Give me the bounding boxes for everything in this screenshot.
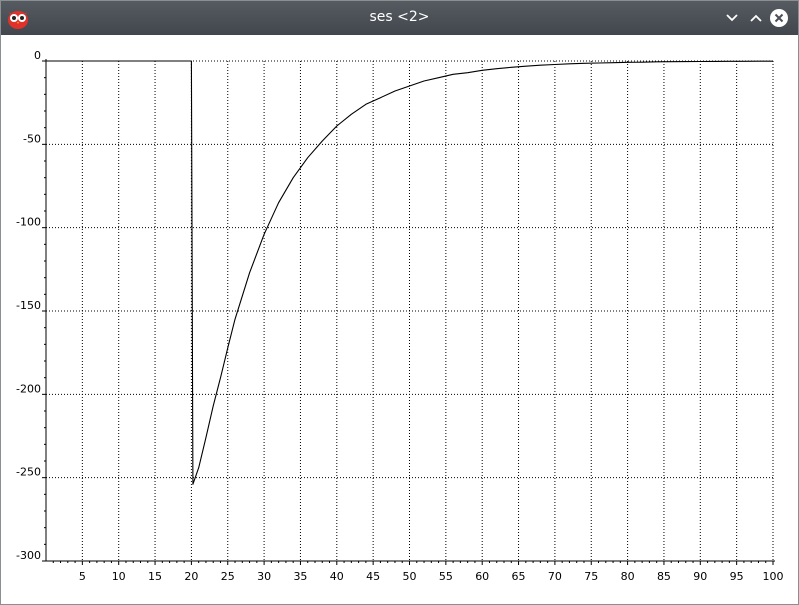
- tick-labels: 5 10 15 20 25 30 35 40 45 50 55 60 65 70 75 80 85 90 95 100…: [16, 49, 783, 583]
- plot-area: 5 10 15 20 25 30 35 40 45 50 55 60 65 70 75 80 85 90 95 100…: [5, 35, 796, 601]
- minimize-button[interactable]: [722, 8, 742, 28]
- maximize-button[interactable]: [746, 8, 766, 28]
- series-line: [46, 60, 773, 485]
- x-tick-label: 40: [330, 570, 344, 583]
- x-tick-label: 95: [730, 570, 744, 583]
- series-layer: [46, 60, 773, 485]
- window-title: ses <2>: [369, 9, 430, 25]
- y-tick-label: -250: [16, 466, 41, 479]
- close-icon: [770, 9, 788, 27]
- chevron-up-icon: [750, 14, 762, 22]
- y-tick-label: -200: [16, 382, 41, 395]
- x-tick-label: 100: [763, 570, 784, 583]
- chevron-down-icon: [726, 14, 738, 22]
- owl-app-icon[interactable]: [6, 6, 30, 30]
- line-chart: 5 10 15 20 25 30 35 40 45 50 55 60 65 70 75 80 85 90 95 100…: [16, 49, 783, 583]
- y-tick-label: -150: [16, 299, 41, 312]
- x-tick-label: 85: [657, 570, 671, 583]
- close-button[interactable]: [769, 8, 789, 28]
- x-tick-label: 50: [403, 570, 417, 583]
- x-tick-label: 15: [148, 570, 162, 583]
- x-tick-label: 30: [257, 570, 271, 583]
- y-tick-label: 0: [34, 49, 41, 62]
- title-bar[interactable]: ses <2>: [1, 1, 798, 35]
- y-tick-label: -100: [16, 216, 41, 229]
- x-tick-label: 55: [439, 570, 453, 583]
- x-tick-label: 20: [184, 570, 198, 583]
- grid: [46, 60, 774, 561]
- x-tick-label: 65: [512, 570, 526, 583]
- x-tick-label: 35: [293, 570, 307, 583]
- y-tick-label: -300: [16, 549, 41, 562]
- x-tick-label: 10: [112, 570, 126, 583]
- axes: [42, 59, 775, 565]
- x-tick-label: 70: [548, 570, 562, 583]
- y-tick-label: -50: [23, 132, 41, 145]
- x-tick-label: 90: [693, 570, 707, 583]
- x-tick-label: 5: [79, 570, 86, 583]
- x-tick-label: 60: [475, 570, 489, 583]
- x-tick-label: 25: [221, 570, 235, 583]
- x-tick-label: 80: [621, 570, 635, 583]
- x-tick-label: 45: [366, 570, 380, 583]
- x-tick-label: 75: [584, 570, 598, 583]
